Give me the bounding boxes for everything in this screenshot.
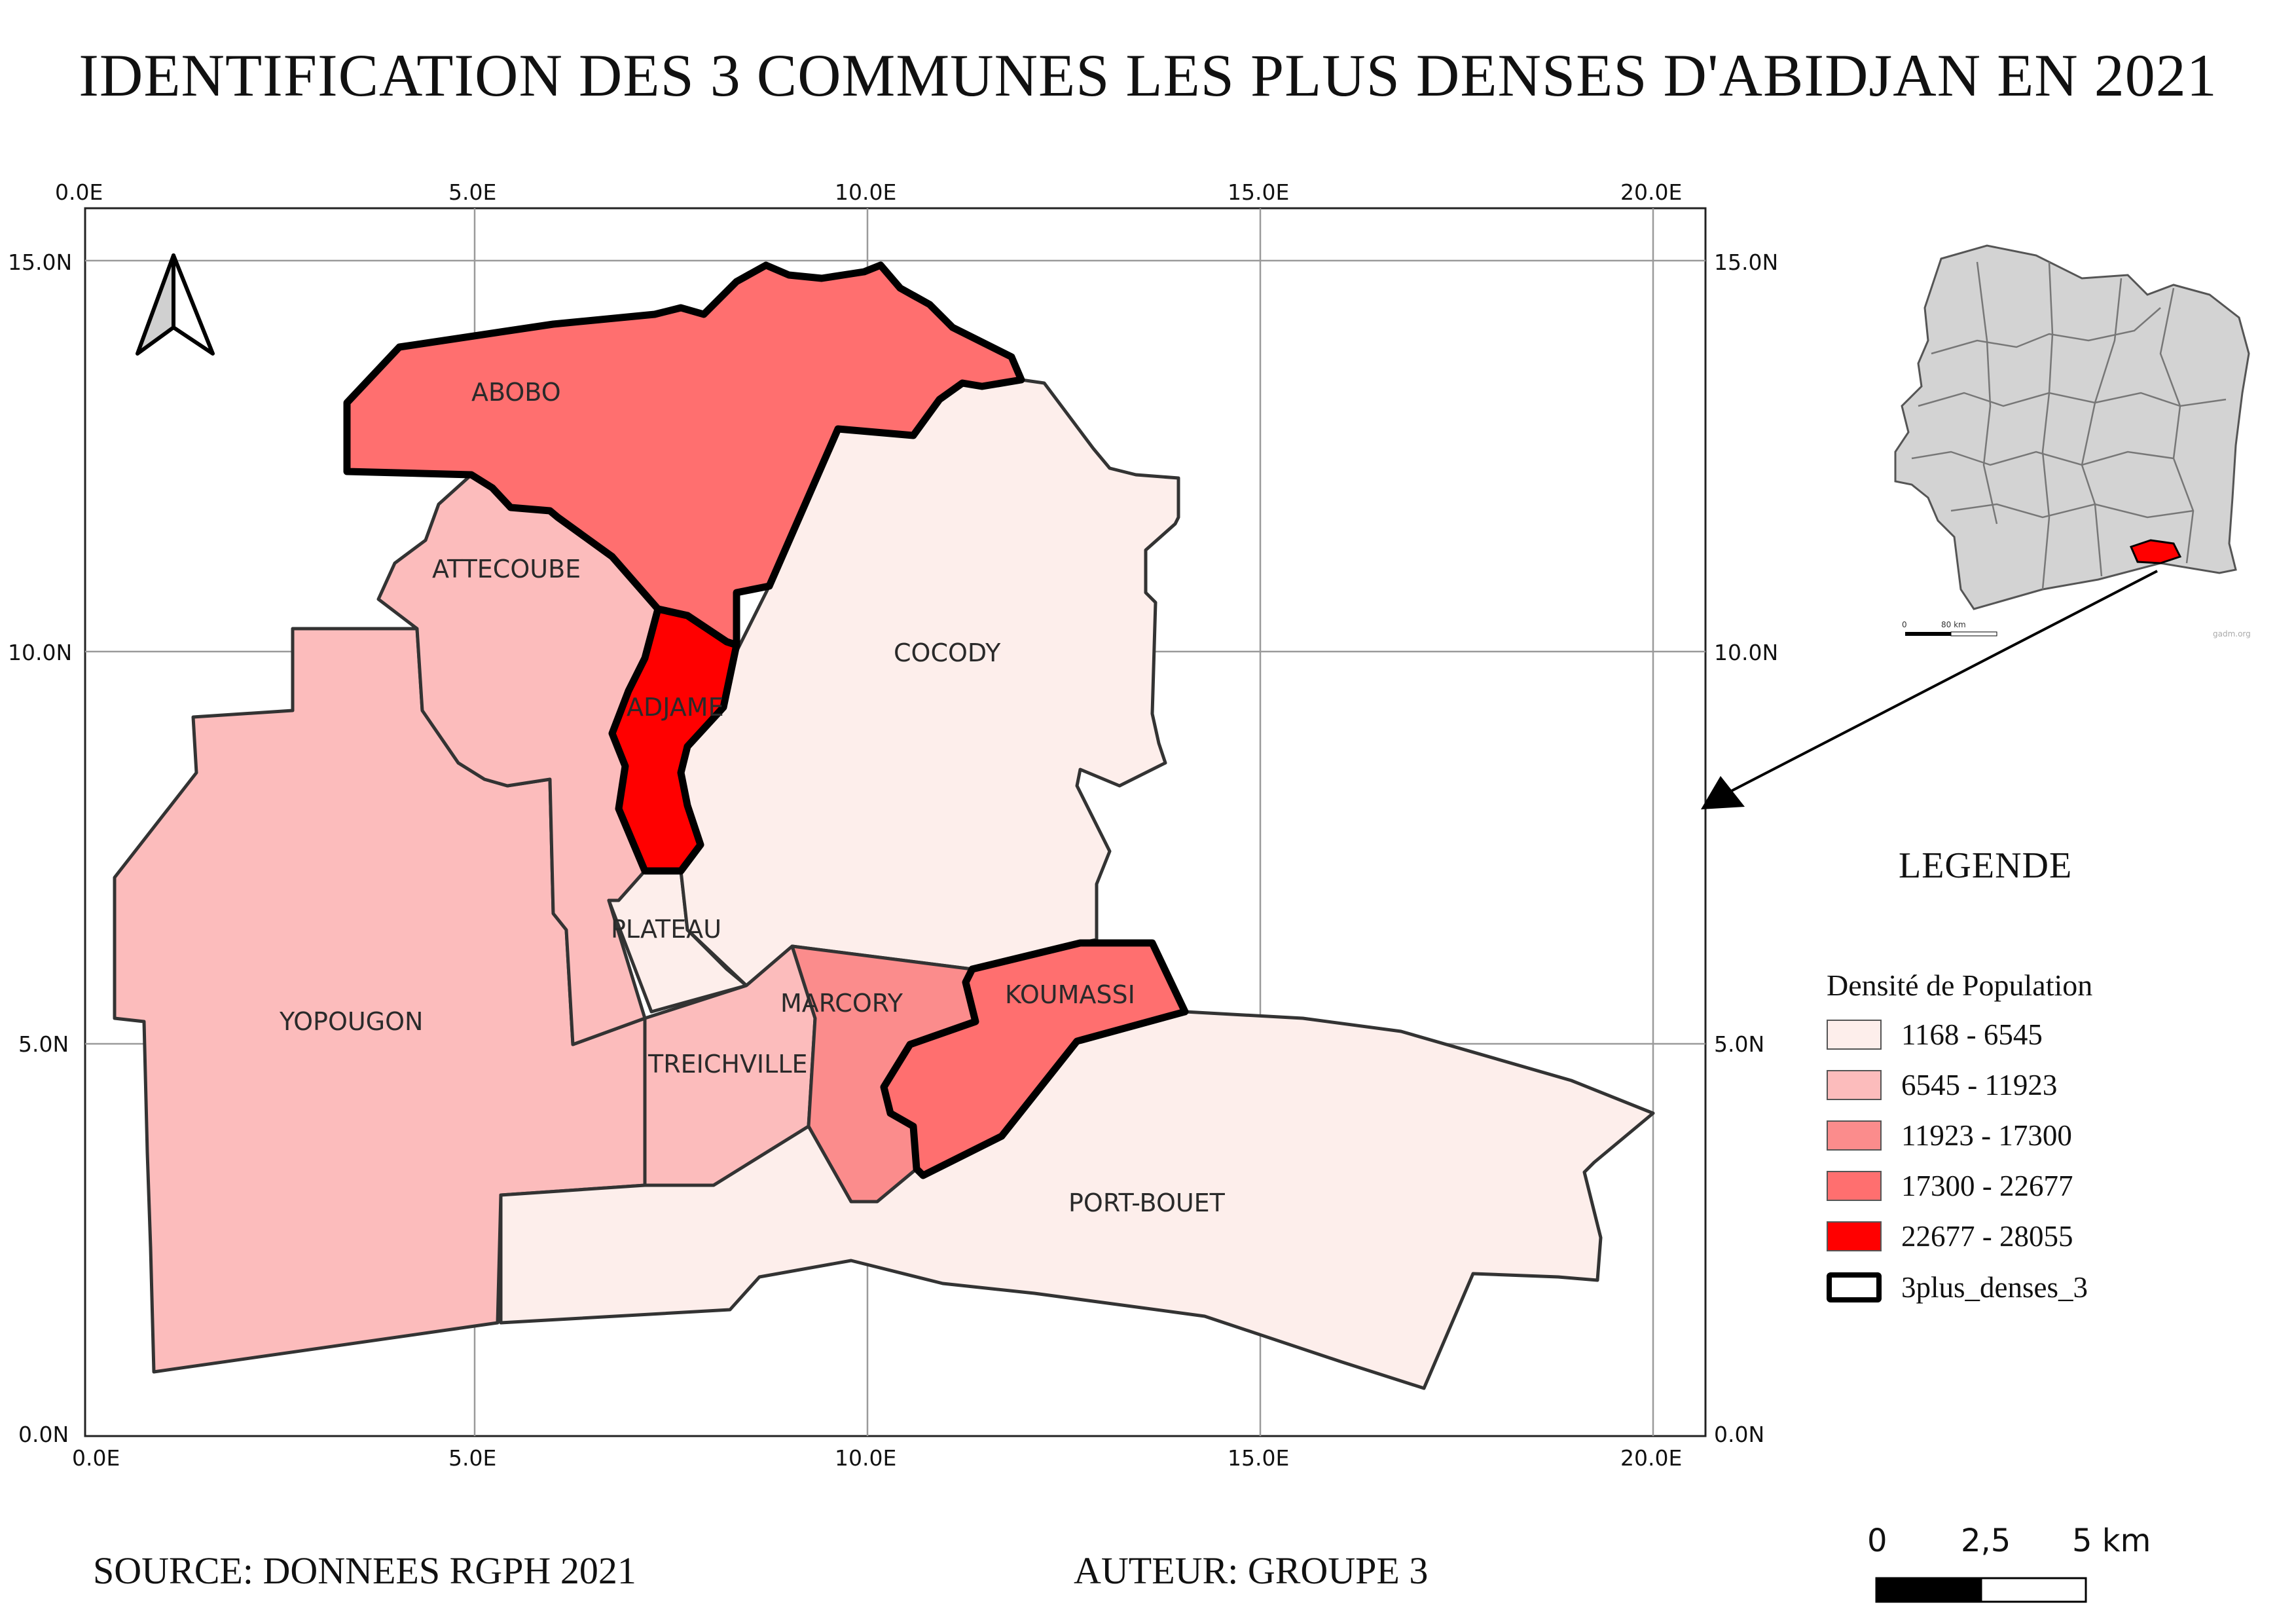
source-text: SOURCE: DONNEES RGPH 2021 (93, 1549, 636, 1592)
inset-scale-end: 80 km (1941, 620, 1966, 629)
inset-scale: 0 80 km (1902, 620, 1997, 637)
legend-swatch (1827, 1221, 1882, 1251)
scale-label-2: 5 km (2072, 1522, 2151, 1559)
inset-region-lines (1911, 261, 2227, 590)
inset-credit: gadm.org (2213, 629, 2251, 638)
scale-label-1: 2,5 (1961, 1522, 2011, 1559)
label-plateau: PLATEAU (611, 915, 721, 944)
commune-port-bouet (499, 1010, 1655, 1390)
commune-labels: ABOBO ATTECOUBE ADJAME COCODY PLATEAU YO… (279, 378, 1226, 1217)
x-label-top-2: 10.0E (835, 179, 896, 205)
legend-subtitle: Densité de Population (1827, 969, 2093, 1002)
author-text: AUTEUR: GROUPE 3 (1074, 1549, 1429, 1592)
inset-scale-start: 0 (1902, 620, 1907, 629)
legend-label: 22677 - 28055 (1901, 1220, 2073, 1253)
x-label-top-4: 20.0E (1620, 179, 1682, 205)
legend-swatch-outline (1827, 1272, 1882, 1302)
y-label-left-0: 15.0N (8, 249, 72, 275)
legend-label: 6545 - 11923 (1901, 1069, 2058, 1101)
arrow-icon (1701, 570, 2158, 809)
y-label-right-0: 15.0N (1714, 249, 1778, 275)
label-port-bouet: PORT-BOUET (1068, 1189, 1226, 1217)
map-title: IDENTIFICATION DES 3 COMMUNES LES PLUS D… (79, 42, 2217, 109)
legend-item: 17300 - 22677 (1827, 1166, 2073, 1206)
label-attecoube: ATTECOUBE (432, 555, 581, 583)
y-label-left-1: 10.0N (8, 640, 72, 665)
legend-item: 11923 - 17300 (1827, 1116, 2072, 1155)
label-abobo: ABOBO (471, 378, 561, 407)
legend-label: 3plus_denses_3 (1901, 1271, 2088, 1304)
legend-label: 17300 - 22677 (1901, 1170, 2073, 1202)
x-label-bottom-1: 5.0E (448, 1445, 496, 1471)
inset-abidjan-highlight (2129, 539, 2182, 564)
label-yopougon: YOPOUGON (279, 1007, 423, 1036)
legend-swatch (1827, 1171, 1882, 1201)
x-label-top-3: 15.0E (1228, 179, 1289, 205)
inset-country-shape (1894, 244, 2250, 610)
legend-label: 1168 - 6545 (1901, 1018, 2043, 1051)
legend-label: 11923 - 17300 (1901, 1119, 2072, 1152)
legend-item: 6545 - 11923 (1827, 1065, 2057, 1105)
legend-swatch (1827, 1120, 1882, 1151)
x-label-bottom-0: 0.0E (72, 1445, 120, 1471)
x-label-top-0: 0.0E (55, 179, 103, 205)
legend-title: LEGENDE (1899, 845, 2073, 886)
north-arrow-icon (136, 253, 215, 356)
label-treichville: TREICHVILLE (647, 1050, 808, 1079)
y-label-left-2: 5.0N (18, 1031, 69, 1057)
coordinate-labels: 0.0E 5.0E 10.0E 15.0E 20.0E 0.0E 5.0E 10… (8, 179, 1778, 1471)
outline-koumassi (880, 939, 1189, 1179)
x-label-bottom-4: 20.0E (1620, 1445, 1682, 1471)
label-marcory: MARCORY (780, 989, 903, 1018)
legend-swatch (1827, 1020, 1882, 1050)
scale-label-0: 0 (1867, 1522, 1887, 1559)
x-label-top-1: 5.0E (448, 179, 496, 205)
label-adjame: ADJAME (627, 693, 724, 722)
y-label-left-3: 0.0N (18, 1422, 69, 1447)
label-cocody: COCODY (894, 638, 1001, 667)
y-label-right-2: 5.0N (1714, 1031, 1764, 1057)
label-koumassi: KOUMASSI (1005, 980, 1135, 1009)
top3-outlines (343, 261, 1189, 1179)
y-label-right-3: 0.0N (1714, 1422, 1764, 1447)
outline-abobo (343, 261, 1025, 649)
commune-polygons (113, 263, 1655, 1390)
legend-item: 1168 - 6545 (1827, 1015, 2043, 1054)
legend-swatch (1827, 1070, 1882, 1100)
y-label-right-1: 10.0N (1714, 640, 1778, 665)
scale-bar (1875, 1577, 2087, 1603)
legend-item: 22677 - 28055 (1827, 1217, 2073, 1256)
outline-adjame (608, 605, 740, 875)
x-label-bottom-3: 15.0E (1228, 1445, 1289, 1471)
legend-item-outline: 3plus_denses_3 (1827, 1268, 2088, 1307)
inset-map: 0 80 km gadm.org (1894, 244, 2251, 638)
x-label-bottom-2: 10.0E (835, 1445, 896, 1471)
